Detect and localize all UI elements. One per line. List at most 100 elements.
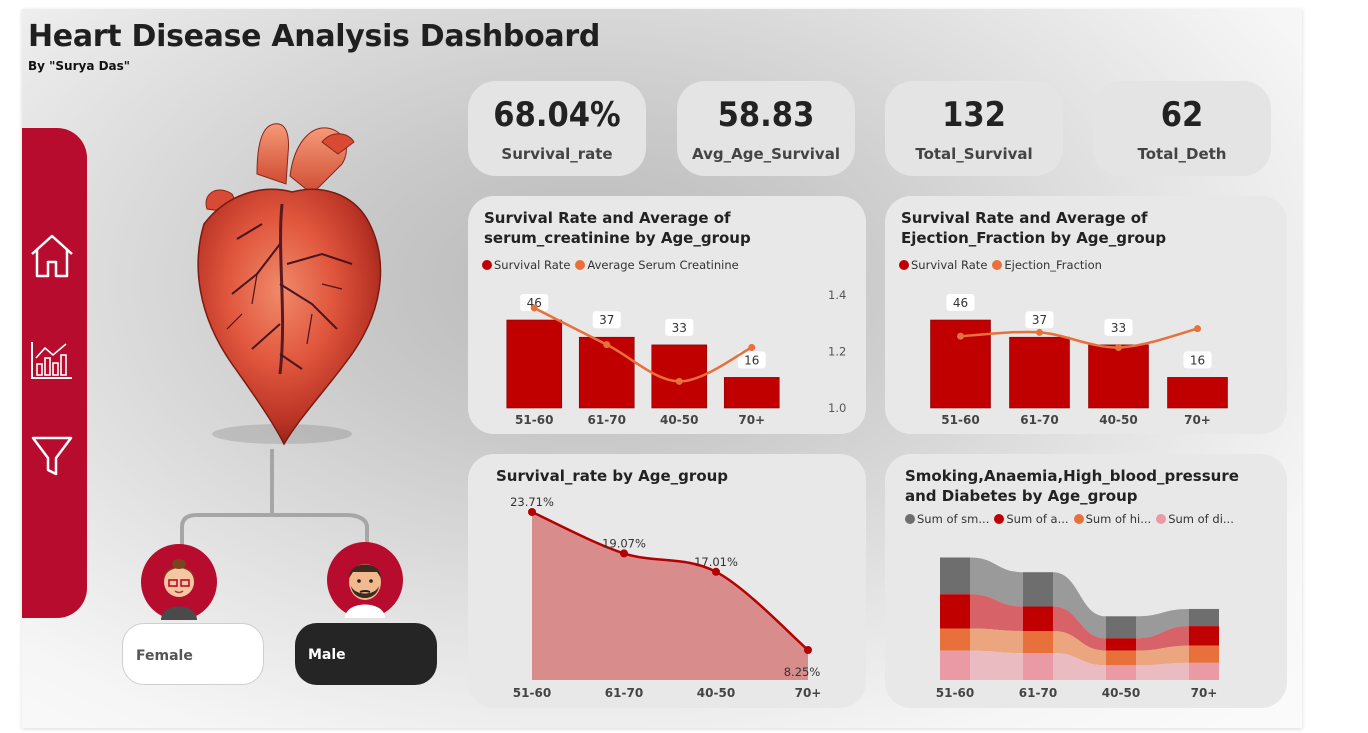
bar-chart-icon[interactable] — [28, 336, 76, 384]
chart-legend: Survival Rate Average Serum Creatinine — [482, 258, 744, 272]
male-button[interactable]: Male — [295, 623, 437, 685]
chart-title: Smoking,Anaemia,High_blood_pressure and … — [905, 467, 1239, 505]
x-tick-label: 70+ — [1184, 413, 1211, 427]
ribbon-segment — [1189, 662, 1219, 680]
data-label-bg — [737, 351, 766, 369]
female-avatar — [141, 544, 217, 620]
data-label-bg — [946, 294, 975, 311]
data-label: 17.01% — [694, 555, 738, 569]
bar — [578, 336, 635, 409]
combo-chart-serum-creatinine: 46 51-60 37 61-70 33 40-50 16 70+ 1.4 1.2 1.0 — [506, 288, 846, 427]
x-tick-label: 61-70 — [605, 686, 643, 700]
chart-card-ejection-fraction: Survival Rate and Average of Ejection_Fr… — [885, 196, 1287, 434]
kpi-label: Total_Deth — [1137, 145, 1227, 163]
area-chart-survival-rate: 23.71% 51-60 19.07% 61-70 17.01% 40-50 8.25% 70… — [510, 495, 822, 700]
x-tick-label: 51-60 — [936, 686, 974, 700]
x-tick-label: 40-50 — [1099, 413, 1137, 427]
data-label: 37 — [599, 313, 614, 327]
filter-icon[interactable] — [28, 432, 76, 480]
ribbon-chart: 51-60 61-70 40-50 70+ — [936, 557, 1219, 700]
data-label: 37 — [1032, 313, 1047, 327]
ribbon-band — [1053, 631, 1106, 666]
chart-title: Survival Rate and Average of serum_creat… — [484, 209, 751, 247]
data-label-bg — [520, 294, 549, 311]
home-icon[interactable] — [28, 232, 76, 280]
ribbon-band — [1136, 608, 1189, 639]
x-tick-label: 51-60 — [513, 686, 551, 700]
ribbon-segment — [1106, 638, 1136, 651]
ribbon-band — [1136, 662, 1189, 680]
x-tick-label: 40-50 — [697, 686, 735, 700]
ribbon-segment — [1106, 616, 1136, 639]
data-point — [620, 549, 628, 558]
data-label-bg — [1025, 311, 1054, 329]
kpi-survival-rate: 68.04% Survival_rate — [468, 81, 646, 176]
data-label: 16 — [1190, 353, 1205, 367]
x-tick-label: 40-50 — [660, 413, 698, 427]
chart-card-survival-rate-area: Survival_rate by Age_group 23.71% 51-60 19… — [468, 454, 866, 708]
ribbon-band — [1053, 653, 1106, 680]
ribbon-band — [970, 628, 1023, 654]
kpi-value: 132 — [942, 95, 1006, 135]
data-label: 19.07% — [602, 536, 646, 550]
kpi-value: 58.83 — [717, 95, 815, 135]
bar — [723, 377, 780, 409]
x-tick-label: 51-60 — [941, 413, 979, 427]
line-point — [957, 332, 964, 340]
x-tick-label: 51-60 — [515, 413, 553, 427]
chart-title: Survival_rate by Age_group — [496, 467, 729, 485]
chart-legend: Survival Rate Ejection_Fraction — [899, 258, 1107, 272]
chart-legend: Sum of sm... Sum of a... Sum of hi... Sum o… — [905, 512, 1239, 526]
legend-item: Sum of sm... — [905, 512, 989, 526]
chart-card-serum-creatinine: Survival Rate and Average of serum_creat… — [468, 196, 866, 434]
y2-tick-label: 1.4 — [828, 288, 846, 302]
line-point — [1115, 344, 1122, 351]
ribbon-segment — [1023, 631, 1053, 654]
sidebar — [22, 128, 87, 618]
line-point — [530, 304, 538, 312]
page-title: Heart Disease Analysis Dashboard — [28, 19, 601, 54]
ribbon-segment — [1106, 665, 1136, 680]
male-avatar — [327, 542, 403, 618]
series-line — [960, 327, 1198, 349]
legend-item: Ejection_Fraction — [992, 258, 1102, 272]
female-button[interactable]: Female — [122, 623, 264, 685]
kpi-total-deth: 62 Total_Deth — [1093, 81, 1271, 176]
data-label: 23.71% — [510, 495, 554, 509]
bar — [1009, 336, 1070, 409]
kpi-label: Survival_rate — [501, 145, 613, 163]
kpi-total-survival: 132 Total_Survival — [885, 81, 1063, 176]
series-line — [533, 306, 753, 383]
ribbon-band — [970, 650, 1023, 680]
data-label: 33 — [1111, 321, 1126, 335]
ribbon-segment — [1189, 608, 1219, 627]
ribbon-band — [1053, 606, 1106, 651]
ribbon-segment — [940, 650, 970, 680]
data-label-bg — [1183, 351, 1212, 369]
x-tick-label: 70+ — [795, 686, 822, 700]
area-fill — [532, 512, 808, 680]
legend-item: Survival Rate — [482, 258, 570, 272]
ribbon-segment — [1189, 645, 1219, 663]
ribbon-segment — [940, 628, 970, 651]
line-point — [1036, 328, 1043, 336]
data-label: 33 — [672, 321, 687, 335]
dashboard-canvas: Heart Disease Analysis Dashboard By "Sur… — [22, 9, 1302, 728]
data-label: 8.25% — [784, 665, 821, 679]
data-point — [712, 567, 720, 576]
x-tick-label: 61-70 — [1020, 413, 1058, 427]
ribbon-segment — [940, 557, 970, 595]
x-tick-label: 61-70 — [588, 413, 626, 427]
bar — [1167, 377, 1228, 409]
legend-item: Sum of hi... — [1073, 512, 1151, 526]
gender-connector — [180, 449, 369, 549]
ribbon-segment — [1023, 653, 1053, 680]
legend-item: Sum of di... — [1156, 512, 1234, 526]
kpi-label: Total_Survival — [915, 145, 1033, 163]
bar — [506, 319, 563, 409]
legend-item: Sum of a... — [994, 512, 1069, 526]
legend-item: Average Serum Creatinine — [575, 258, 739, 272]
ribbon-segment — [1023, 606, 1053, 631]
kpi-avg-age-survival: 58.83 Avg_Age_Survival — [677, 81, 855, 176]
x-tick-label: 61-70 — [1019, 686, 1057, 700]
